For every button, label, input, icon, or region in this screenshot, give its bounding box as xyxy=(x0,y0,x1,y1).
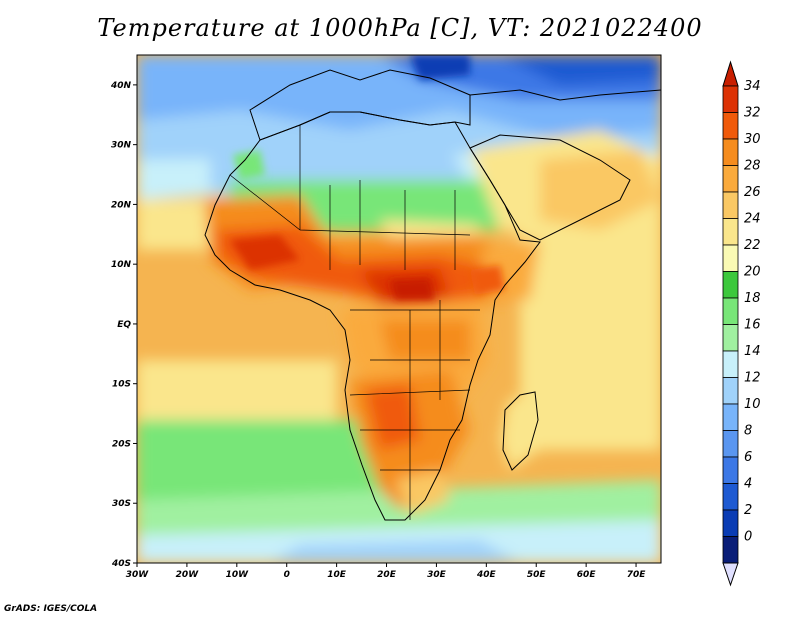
colorbar-label: 32 xyxy=(744,106,761,121)
colorbar-label: 4 xyxy=(744,477,752,492)
grads-credit: GrADS: IGES/COLA xyxy=(4,604,98,614)
lat-tick-label: 10N xyxy=(111,260,132,270)
colorbar-label: 20 xyxy=(744,265,761,280)
colorbar-swatch xyxy=(722,165,739,193)
colorbar-swatch xyxy=(722,324,739,352)
colorbar-swatch xyxy=(722,85,739,113)
lat-tick-label: EQ xyxy=(117,320,131,330)
colorbar-swatch xyxy=(722,536,739,564)
lat-tick-label: 40N xyxy=(110,81,132,91)
colorbar-label: 0 xyxy=(744,530,752,545)
map-title: Temperature at 1000hPa [C], VT: 20210224… xyxy=(97,14,703,42)
lon-tick-label: 10E xyxy=(327,570,347,580)
colorbar-swatch xyxy=(722,350,739,378)
colorbar-label: 12 xyxy=(744,371,761,386)
colorbar-swatch xyxy=(722,403,739,431)
colorbar-swatch xyxy=(722,218,739,246)
colorbar-label: 28 xyxy=(744,159,761,174)
colorbar-label: 6 xyxy=(744,450,752,465)
lat-tick-label: 30S xyxy=(112,499,131,509)
colorbar-swatch xyxy=(722,138,739,166)
lon-tick-label: 60E xyxy=(577,570,597,580)
colorbar-swatch xyxy=(722,297,739,325)
temperature-detail xyxy=(230,55,505,300)
temperature-fields xyxy=(137,55,661,563)
colorbar-label: 18 xyxy=(744,291,761,306)
country-borders xyxy=(229,125,480,520)
lat-tick-label: 30N xyxy=(111,141,132,151)
lon-tick-label: 10W xyxy=(226,570,250,580)
lat-tick-label: 20N xyxy=(111,200,132,210)
lat-tick-label: 40S xyxy=(111,559,131,569)
latitude-axis: 40N 30N 20N 10N EQ 10S 20S 30S 40S xyxy=(110,81,137,569)
colorbar-label: 30 xyxy=(744,132,761,147)
colorbar-min-triangle xyxy=(722,562,739,587)
colorbar-swatch xyxy=(722,456,739,484)
colorbar-label: 10 xyxy=(744,397,761,412)
colorbar-swatch xyxy=(722,271,739,299)
colorbar-label: 8 xyxy=(744,424,752,439)
colorbar-label: 24 xyxy=(744,212,761,227)
colorbar-swatch xyxy=(722,191,739,219)
colorbar-swatch xyxy=(722,509,739,537)
colorbar-label: 2 xyxy=(744,503,752,518)
europe-coastline xyxy=(249,69,471,141)
longitude-axis: 30W 20W 10W 0 10E 20E 30E 40E 50E 60E 70E xyxy=(126,563,646,580)
lon-tick-label: 40E xyxy=(476,570,497,580)
colorbar-swatch xyxy=(722,483,739,511)
lat-tick-label: 20S xyxy=(112,439,131,449)
coastlines xyxy=(204,69,661,521)
colorbar-swatch xyxy=(722,112,739,140)
colorbar-label: 14 xyxy=(744,344,761,359)
lon-tick-label: 70E xyxy=(627,570,647,580)
colorbar-swatch xyxy=(722,377,739,405)
colorbar-label: 26 xyxy=(744,185,761,200)
colorbar-max-triangle xyxy=(722,60,739,87)
map-frame xyxy=(136,54,662,564)
lon-tick-label: 50E xyxy=(527,570,547,580)
colorbar-swatch xyxy=(722,430,739,458)
lon-tick-label: 20E xyxy=(377,570,397,580)
arabia-coastline xyxy=(469,134,631,241)
lat-tick-label: 10S xyxy=(112,380,131,390)
lon-tick-label: 20W xyxy=(176,570,200,580)
colorbar-label: 16 xyxy=(744,318,761,333)
colorbar-label: 22 xyxy=(744,238,761,253)
asia-coastline xyxy=(469,89,661,101)
lon-tick-label: 30W xyxy=(126,570,150,580)
lon-tick-label: 0 xyxy=(284,570,290,580)
colorbar-label: 34 xyxy=(744,79,761,94)
colorbar-swatch xyxy=(722,244,739,272)
lon-tick-label: 30E xyxy=(427,570,447,580)
madagascar-coastline xyxy=(502,391,539,471)
map-plot-area xyxy=(137,55,661,563)
